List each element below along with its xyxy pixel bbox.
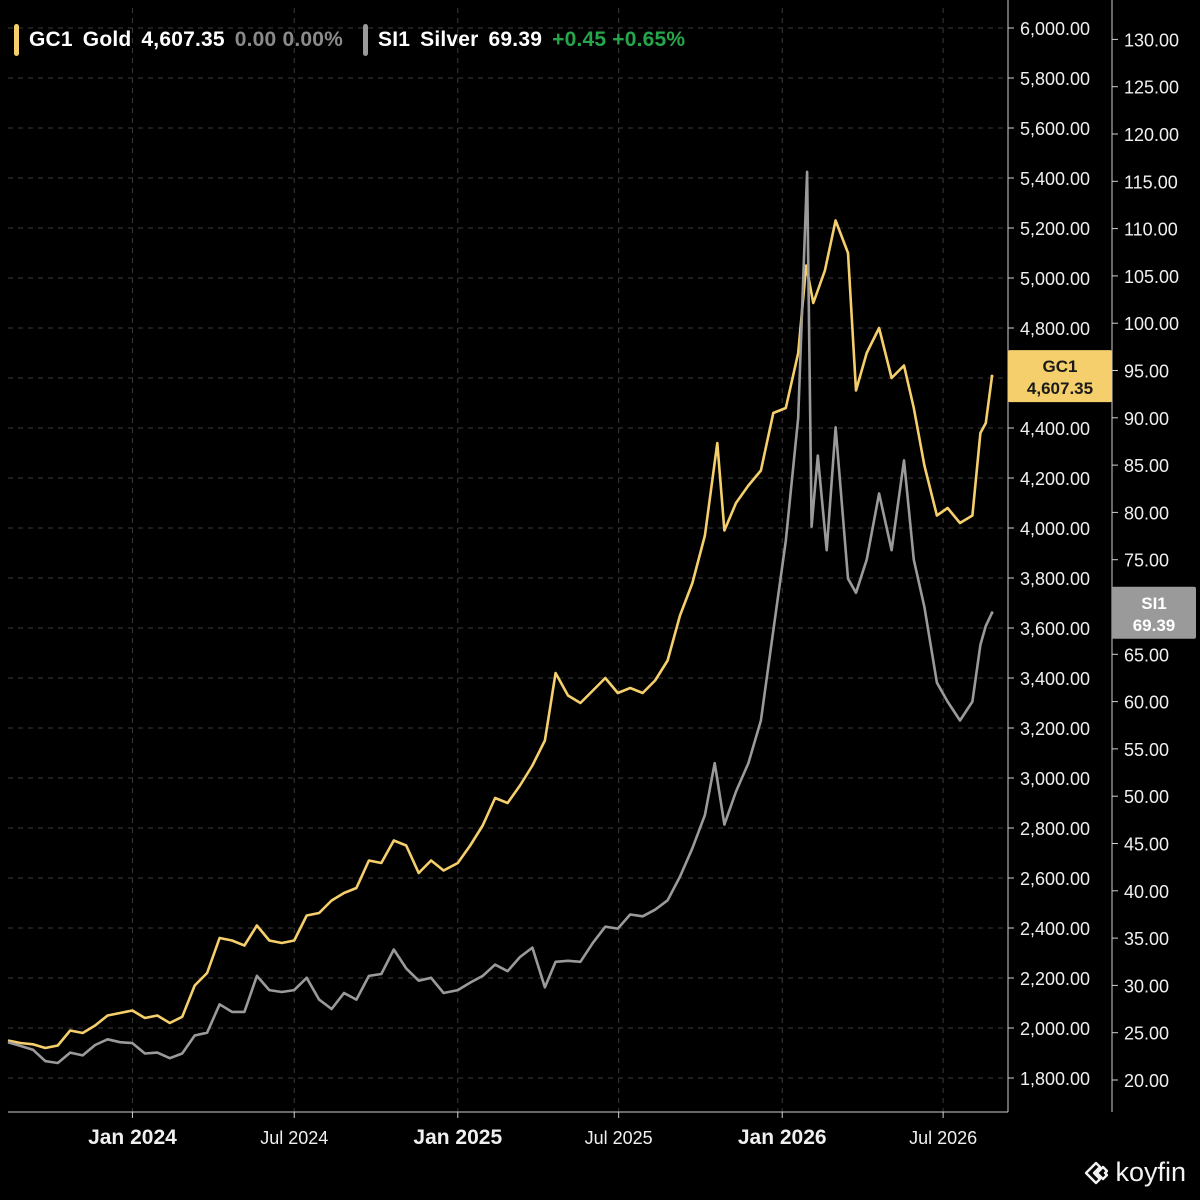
- right-axis-tick-label: 105.00: [1124, 267, 1179, 287]
- right-axis-tick-label: 110.00: [1124, 220, 1178, 240]
- left-axis-tick-label: 5,600.00: [1020, 119, 1090, 139]
- left-axis-tick-label: 4,200.00: [1020, 469, 1090, 489]
- gold-symbol: GC1: [29, 28, 73, 51]
- right-axis-tick-label: 100.00: [1124, 314, 1179, 334]
- left-axis-tick-label: 1,800.00: [1020, 1069, 1090, 1089]
- x-axis-tick-label: Jul 2026: [909, 1128, 977, 1148]
- right-axis-tick-label: 20.00: [1124, 1071, 1169, 1091]
- right-axis-tick-label: 125.00: [1124, 78, 1179, 98]
- gold-change: 0.00: [234, 28, 277, 51]
- silver-tag-symbol: SI1: [1141, 594, 1167, 613]
- silver-symbol: SI1: [378, 28, 411, 51]
- left-axis-tick-label: 2,600.00: [1020, 869, 1090, 889]
- right-axis-tick-label: 55.00: [1124, 740, 1169, 760]
- silver-name: Silver: [420, 28, 479, 51]
- legend-item-gold[interactable]: GC1 Gold 4,607.35 0.00 0.00%: [14, 24, 349, 56]
- left-axis-tick-label: 5,800.00: [1020, 69, 1090, 89]
- right-axis-tick-label: 45.00: [1124, 835, 1169, 855]
- x-axis-tick-label: Jan 2025: [413, 1126, 502, 1149]
- koyfin-brand: koyfin: [1083, 1157, 1186, 1188]
- left-axis-tick-label: 5,200.00: [1020, 219, 1090, 239]
- left-axis-tick-label: 4,000.00: [1020, 519, 1090, 539]
- gold-last-point: [990, 374, 994, 378]
- left-axis-tick-label: 2,000.00: [1020, 1019, 1090, 1039]
- legend-item-silver[interactable]: SI1 Silver 69.39 +0.45 +0.65%: [363, 24, 691, 56]
- gold-series-line: [7, 219, 994, 1050]
- silver-tag-value: 69.39: [1133, 616, 1176, 635]
- right-axis-tick-label: 115.00: [1124, 172, 1178, 192]
- koyfin-logo-icon: [1085, 1161, 1109, 1184]
- gold-change-pct: 0.00%: [282, 28, 343, 51]
- silver-change: +0.45: [552, 28, 607, 51]
- gold-tag-symbol: GC1: [1043, 357, 1078, 376]
- gold-tag-value: 4,607.35: [1027, 379, 1093, 398]
- x-axis-tick-label: Jan 2026: [738, 1126, 827, 1149]
- gold-name: Gold: [82, 28, 132, 51]
- left-axis-tick-label: 4,800.00: [1020, 319, 1090, 339]
- left-axis-tick-label: 5,400.00: [1020, 169, 1090, 189]
- silver-last-value-tag: [1112, 586, 1196, 639]
- silver-series-line: [7, 170, 994, 1065]
- right-axis-tick-label: 130.00: [1124, 30, 1179, 50]
- right-axis-tick-label: 75.00: [1124, 551, 1169, 571]
- left-axis-tick-label: 3,800.00: [1020, 569, 1090, 589]
- right-axis-tick-label: 35.00: [1124, 929, 1169, 949]
- left-axis-tick-label: 3,600.00: [1020, 619, 1090, 639]
- right-axis-tick-label: 80.00: [1124, 503, 1169, 523]
- silver-price: 69.39: [488, 28, 543, 51]
- right-axis-tick-label: 85.00: [1124, 456, 1169, 476]
- right-axis-tick-label: 40.00: [1124, 882, 1169, 902]
- left-axis-tick-label: 4,400.00: [1020, 419, 1090, 439]
- chart-legend: GC1 Gold 4,607.35 0.00 0.00% SI1 Silver …: [14, 22, 705, 58]
- right-axis-tick-label: 30.00: [1124, 976, 1169, 996]
- right-axis-tick-label: 90.00: [1124, 409, 1169, 429]
- left-axis-tick-label: 3,200.00: [1020, 719, 1090, 739]
- right-axis-tick-label: 95.00: [1124, 362, 1169, 382]
- silver-series-swatch: [363, 24, 368, 56]
- right-axis-tick-label: 25.00: [1124, 1024, 1169, 1044]
- right-axis-tick-label: 50.00: [1124, 787, 1169, 807]
- left-axis-tick-label: 6,000.00: [1020, 19, 1090, 39]
- left-axis-tick-label: 3,400.00: [1020, 669, 1090, 689]
- brand-name: koyfin: [1115, 1157, 1186, 1187]
- right-axis-tick-label: 120.00: [1124, 125, 1179, 145]
- silver-change-pct: +0.65%: [612, 28, 686, 51]
- gold-last-value-tag: [1008, 350, 1112, 403]
- left-axis-tick-label: 2,200.00: [1020, 969, 1090, 989]
- gold-price: 4,607.35: [141, 28, 225, 51]
- right-axis-tick-label: 60.00: [1124, 693, 1169, 713]
- x-axis-tick-label: Jul 2025: [585, 1128, 653, 1148]
- left-axis-tick-label: 2,800.00: [1020, 819, 1090, 839]
- x-axis-tick-label: Jan 2024: [88, 1126, 177, 1149]
- right-axis-tick-label: 65.00: [1124, 645, 1169, 665]
- gold-series-swatch: [14, 24, 19, 56]
- left-axis-tick-label: 3,000.00: [1020, 769, 1090, 789]
- x-axis-tick-label: Jul 2024: [260, 1128, 328, 1148]
- left-axis-tick-label: 2,400.00: [1020, 919, 1090, 939]
- left-axis-tick-label: 5,000.00: [1020, 269, 1090, 289]
- silver-last-point: [990, 611, 994, 615]
